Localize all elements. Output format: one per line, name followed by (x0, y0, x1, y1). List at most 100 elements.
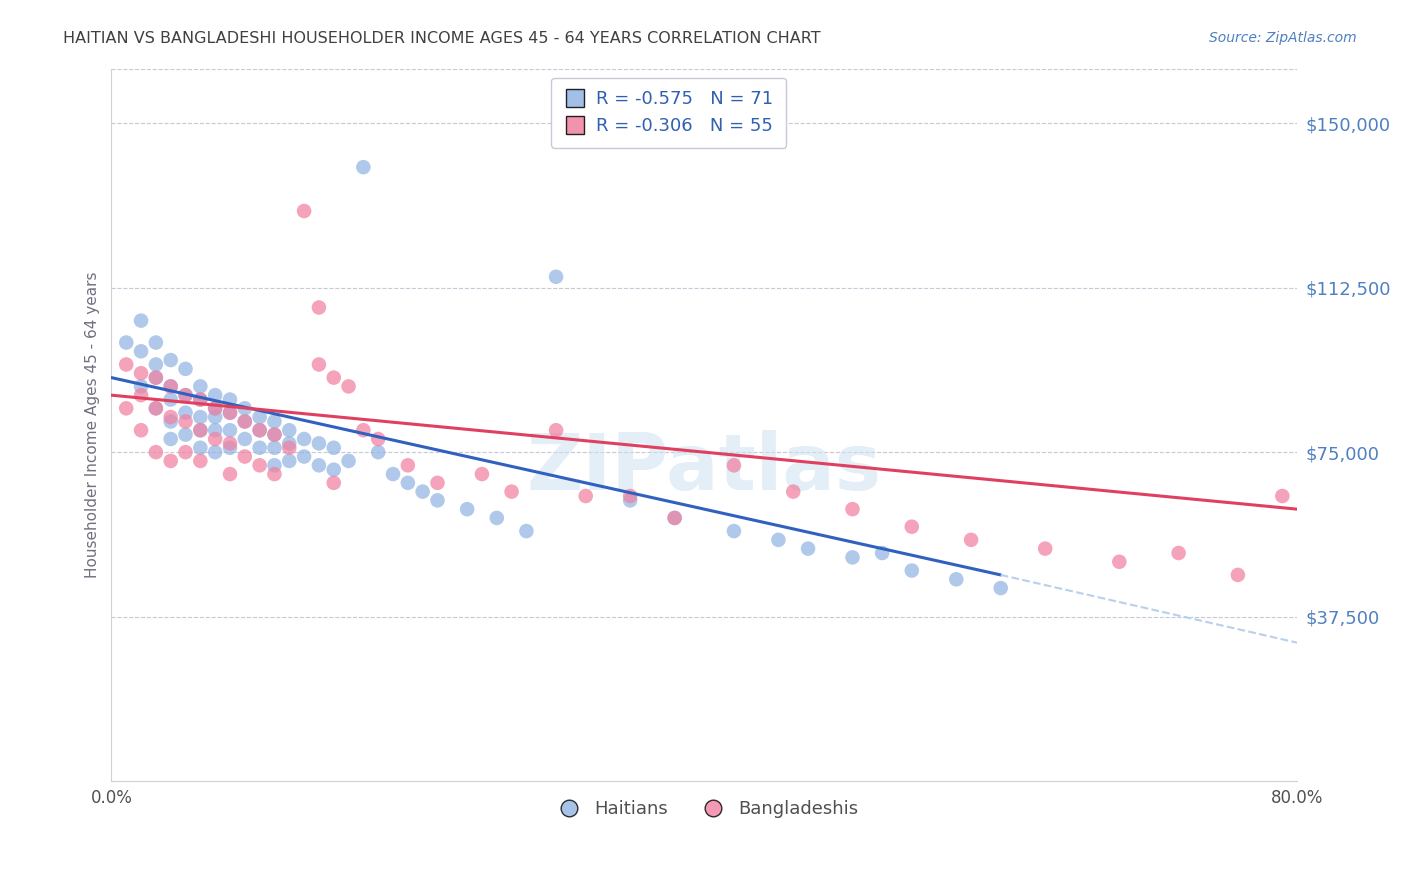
Point (204, 410, 226, 425)
Point (174, 388, 197, 402)
Point (308, 358, 330, 372)
Point (145, 335, 167, 350)
Point (292, 450, 315, 464)
Point (174, 388, 197, 402)
Point (426, 475, 449, 490)
Point (396, 475, 419, 490)
Point (263, 427, 285, 442)
Text: HAITIAN VS BANGLADESHI HOUSEHOLDER INCOME AGES 45 - 64 YEARS CORRELATION CHART: HAITIAN VS BANGLADESHI HOUSEHOLDER INCOM… (63, 31, 821, 46)
Point (901, 519, 924, 533)
Point (249, 423, 271, 437)
Point (485, 511, 508, 525)
Point (145, 370, 167, 384)
Point (159, 410, 181, 425)
Point (723, 458, 745, 473)
Point (278, 454, 301, 468)
Point (188, 441, 211, 455)
Point (188, 454, 211, 468)
Point (367, 445, 389, 459)
Point (352, 423, 374, 437)
Point (870, 546, 893, 560)
Point (960, 533, 983, 547)
Point (233, 414, 256, 428)
Legend: Haitians, Bangladeshis: Haitians, Bangladeshis (543, 793, 865, 825)
Point (174, 414, 197, 428)
Point (174, 406, 197, 420)
Point (945, 572, 967, 586)
Point (159, 432, 181, 446)
Point (322, 370, 344, 384)
Point (515, 524, 537, 538)
Point (115, 358, 138, 372)
Point (159, 379, 181, 393)
Point (1226, 568, 1249, 582)
Point (263, 414, 285, 428)
Point (159, 392, 181, 407)
Y-axis label: Householder Income Ages 45 - 64 years: Householder Income Ages 45 - 64 years (86, 271, 100, 578)
Point (308, 301, 330, 315)
Point (263, 458, 285, 473)
Text: Source: ZipAtlas.com: Source: ZipAtlas.com (1209, 31, 1357, 45)
Point (322, 463, 344, 477)
Point (188, 392, 211, 407)
Point (337, 454, 360, 468)
Point (249, 423, 271, 437)
Point (204, 423, 226, 437)
Point (382, 467, 405, 481)
Text: ZIPatlas: ZIPatlas (527, 430, 882, 506)
Point (219, 392, 242, 407)
Point (174, 362, 197, 376)
Point (188, 392, 211, 407)
Point (145, 370, 167, 384)
Point (159, 379, 181, 393)
Point (782, 484, 804, 499)
Point (145, 358, 167, 372)
Point (129, 366, 152, 380)
Point (278, 436, 301, 450)
Point (145, 401, 167, 416)
Point (901, 564, 924, 578)
Point (1108, 555, 1130, 569)
Point (145, 445, 167, 459)
Point (723, 524, 745, 538)
Point (990, 581, 1012, 595)
Point (129, 388, 152, 402)
Point (129, 313, 152, 327)
Point (145, 401, 167, 416)
Point (352, 160, 374, 174)
Point (204, 401, 226, 416)
Point (204, 388, 226, 402)
Point (322, 475, 344, 490)
Point (841, 502, 863, 516)
Point (204, 401, 226, 416)
Point (159, 414, 181, 428)
Point (396, 458, 419, 473)
Point (129, 423, 152, 437)
Point (204, 445, 226, 459)
Point (278, 441, 301, 455)
Point (308, 458, 330, 473)
Point (337, 379, 360, 393)
Point (619, 493, 641, 508)
Point (664, 511, 686, 525)
Point (292, 432, 315, 446)
Point (322, 441, 344, 455)
Point (204, 432, 226, 446)
Point (544, 423, 567, 437)
Point (233, 432, 256, 446)
Point (219, 467, 242, 481)
Point (664, 511, 686, 525)
Point (233, 450, 256, 464)
Point (263, 441, 285, 455)
Point (249, 458, 271, 473)
Point (456, 502, 478, 516)
Point (219, 436, 242, 450)
Point (278, 423, 301, 437)
Point (188, 379, 211, 393)
Point (174, 445, 197, 459)
Point (575, 489, 598, 503)
Point (367, 432, 389, 446)
Point (188, 410, 211, 425)
Point (129, 379, 152, 393)
Point (159, 353, 181, 368)
